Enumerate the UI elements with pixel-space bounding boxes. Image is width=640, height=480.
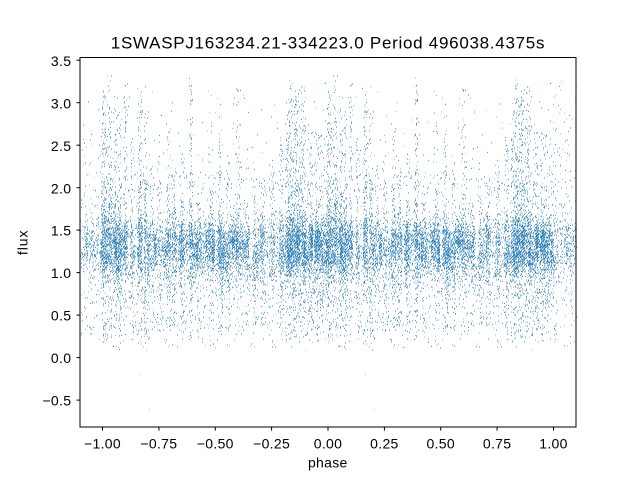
- svg-text:−0.25: −0.25: [253, 435, 290, 451]
- svg-text:1SWASPJ163234.21-334223.0 Peri: 1SWASPJ163234.21-334223.0 Period 496038.…: [111, 34, 545, 53]
- svg-text:1.00: 1.00: [539, 435, 567, 451]
- svg-text:1.0: 1.0: [51, 265, 71, 281]
- svg-text:2.5: 2.5: [51, 138, 71, 154]
- svg-text:0.75: 0.75: [483, 435, 511, 451]
- svg-text:0.5: 0.5: [51, 308, 71, 324]
- svg-text:0.0: 0.0: [51, 350, 71, 366]
- svg-text:−0.5: −0.5: [42, 393, 71, 409]
- svg-text:−1.00: −1.00: [84, 435, 121, 451]
- svg-text:flux: flux: [14, 230, 30, 256]
- svg-text:−0.50: −0.50: [197, 435, 234, 451]
- svg-text:0.50: 0.50: [426, 435, 454, 451]
- svg-text:phase: phase: [308, 455, 348, 471]
- svg-text:0.00: 0.00: [314, 435, 342, 451]
- svg-text:−0.75: −0.75: [140, 435, 177, 451]
- svg-text:2.0: 2.0: [51, 180, 71, 196]
- svg-text:1.5: 1.5: [51, 223, 71, 239]
- svg-text:0.25: 0.25: [370, 435, 398, 451]
- svg-text:3.0: 3.0: [51, 95, 71, 111]
- svg-text:3.5: 3.5: [51, 53, 71, 69]
